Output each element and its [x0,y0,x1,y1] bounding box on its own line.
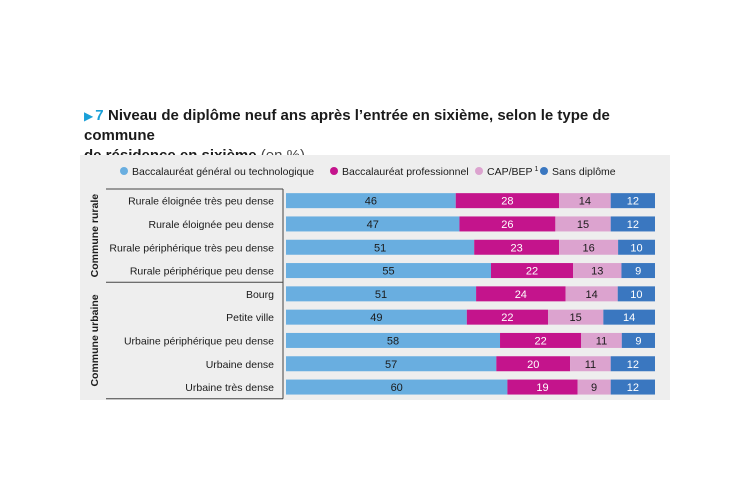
bar-segment [547,309,604,325]
category-label: Urbaine dense [206,359,274,371]
bar-segment [286,286,477,302]
category-label: Rurale éloignée très peu dense [128,196,274,208]
bar-segment [621,263,655,279]
stacked-bar-chart: Baccalauréat général ou technologique Bac… [89,166,655,400]
bar-segment [565,286,618,302]
bar-value-label: 12 [627,359,639,371]
bar-segment [581,332,622,348]
bar-value-label: 22 [526,266,538,278]
bar-value-label: 23 [511,242,523,254]
legend-label-2: Baccalauréat professionnel [342,166,469,178]
figure-number: 7 [95,107,104,124]
bar-value-label: 10 [630,289,642,301]
bar-value-label: 12 [627,382,639,394]
bar-segment [507,379,578,395]
figure-arrow-icon: ▶ [84,109,94,123]
bar-value-label: 14 [623,312,635,324]
legend-marker-3 [475,167,483,175]
bar-value-label: 22 [534,335,546,347]
chart-panel: Baccalauréat général ou technologique Bac… [80,155,670,400]
category-label: Rurale périphérique très peu dense [109,242,274,254]
bar-segment [577,379,611,395]
bar-value-label: 11 [596,335,607,347]
bar-segment [286,379,508,395]
bar-value-label: 15 [577,219,589,231]
legend-label-3: CAP/BEP 1 [487,166,538,178]
bar-value-label: 13 [591,266,603,278]
legend-marker-4 [540,167,548,175]
bar-segment [455,193,560,209]
bar-segment [286,356,497,372]
bar-value-label: 55 [382,266,394,278]
bar-segment [286,193,456,209]
bar-value-label: 22 [501,312,513,324]
bar-segment [618,239,655,255]
bar-value-label: 58 [387,335,399,347]
bar-segment [491,263,573,279]
category-label: Rurale périphérique peu dense [130,266,274,278]
legend-superscript: 1 [533,166,539,173]
category-label: Urbaine très dense [185,382,274,394]
bar-segment [621,332,655,348]
bar-segment [500,332,582,348]
bar-segment [603,309,655,325]
bar-value-label: 49 [370,312,382,324]
bar-value-label: 14 [586,289,598,301]
bar-value-label: 10 [630,242,642,254]
bar-value-label: 9 [635,266,641,278]
bar-segment [610,356,655,372]
bar-segment [617,286,655,302]
bar-value-label: 15 [570,312,582,324]
bar-segment [476,286,566,302]
bar-segment [286,309,467,325]
bar-value-label: 24 [515,289,527,301]
bar-segment [610,379,655,395]
bar-value-label: 47 [367,219,379,231]
group-label-1: Commune rurale [89,194,101,278]
bar-segment [559,239,619,255]
bar-value-label: 57 [385,359,397,371]
bar-segment [570,356,611,372]
bar-segment [459,216,556,232]
bar-value-label: 51 [374,242,386,254]
bar-segment [559,193,611,209]
bar-segment [286,239,475,255]
category-label: Bourg [246,289,274,301]
legend-label-1: Baccalauréat général ou technologique [132,166,314,178]
bar-value-label: 20 [527,359,539,371]
bar-segment [573,263,622,279]
bar-segment [610,193,655,209]
bar-value-label: 60 [391,382,403,394]
legend-label-4: Sans diplôme [552,166,616,178]
category-label: Petite ville [226,312,274,324]
bar-value-label: 19 [536,382,548,394]
category-label: Rurale éloignée peu dense [148,219,274,231]
bar-value-label: 11 [585,359,596,371]
bar-value-label: 14 [579,196,591,208]
bar-value-label: 26 [501,219,513,231]
bar-value-label: 51 [375,289,387,301]
bar-value-label: 12 [627,196,639,208]
bar-value-label: 9 [591,382,597,394]
chart-title-line1: Niveau de diplôme neuf ans après l’entré… [84,107,610,144]
bar-segment [286,263,491,279]
bar-value-label: 46 [365,196,377,208]
bar-segment [474,239,560,255]
bar-segment [286,216,460,232]
bar-value-label: 9 [635,335,641,347]
bar-value-label: 12 [627,219,639,231]
bar-segment [555,216,611,232]
bar-segment [610,216,655,232]
legend-marker-2 [330,167,338,175]
bar-value-label: 28 [501,196,513,208]
bar-segment [496,356,571,372]
legend-marker-1 [120,167,128,175]
bar-segment [466,309,548,325]
bar-value-label: 16 [582,242,594,254]
category-label: Urbaine périphérique peu dense [124,335,274,347]
bar-segment [286,332,501,348]
group-label-2: Commune urbaine [89,294,101,386]
